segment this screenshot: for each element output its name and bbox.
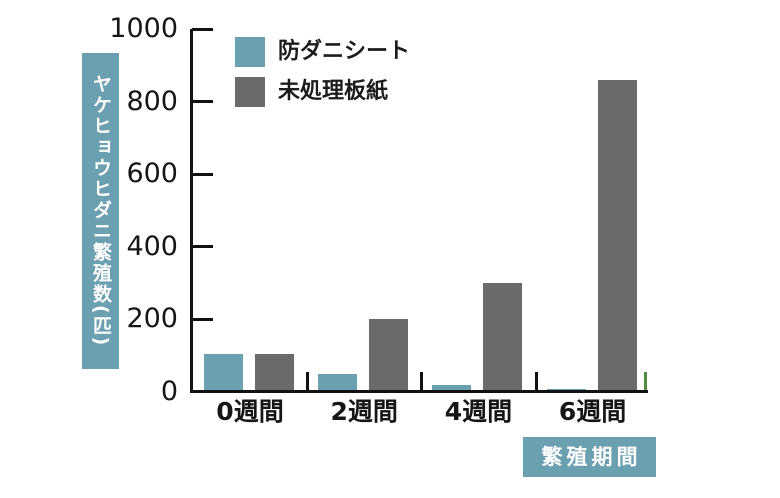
y-tick-label: 400 <box>126 230 178 262</box>
y-tick-label: 0 <box>160 376 178 407</box>
y-tick-label: 600 <box>126 158 178 190</box>
legend-swatch-untreated <box>235 77 265 107</box>
bar-series0-cat1 <box>318 373 358 392</box>
y-axis-label: ヤケヒョウヒダニ繁殖数(匹) <box>90 74 112 348</box>
x-category-label-3: 6週間 <box>558 397 627 426</box>
y-tick-mark <box>192 172 213 176</box>
y-axis-label-box: ヤケヒョウヒダニ繁殖数(匹) <box>82 53 119 369</box>
x-separator-tick <box>306 372 310 392</box>
bar-series1-cat0 <box>255 353 294 392</box>
y-tick-mark <box>192 100 213 104</box>
y-axis-line <box>190 29 193 393</box>
legend-label-treated: 防ダニシート <box>278 39 411 64</box>
x-category-label-0: 0週間 <box>216 397 284 426</box>
y-tick-label: 800 <box>126 85 178 117</box>
bar-series0-cat2 <box>432 384 472 392</box>
legend-swatch-treated <box>235 37 265 67</box>
x-separator-tick <box>420 372 424 392</box>
x-axis-label: 繁殖期間 <box>541 444 642 469</box>
bar-series1-cat3 <box>597 79 637 392</box>
legend-label-untreated: 未処理板紙 <box>278 79 389 104</box>
x-axis-label-box: 繁殖期間 <box>523 437 656 477</box>
x-category-label-1: 2週間 <box>330 397 398 426</box>
x-separator-tick <box>534 372 538 392</box>
x-axis-end-tick-green <box>644 372 647 392</box>
bar-series1-cat1 <box>369 319 409 392</box>
y-tick-mark <box>192 27 213 31</box>
y-tick-mark <box>192 317 213 321</box>
y-tick-label: 1000 <box>109 13 178 44</box>
y-tick-mark <box>192 245 213 249</box>
x-axis-line <box>190 390 648 393</box>
y-tick-label: 200 <box>126 303 178 335</box>
x-category-label-2: 4週間 <box>444 397 513 426</box>
bar-series0-cat0 <box>204 353 243 392</box>
bar-series1-cat2 <box>483 283 523 392</box>
